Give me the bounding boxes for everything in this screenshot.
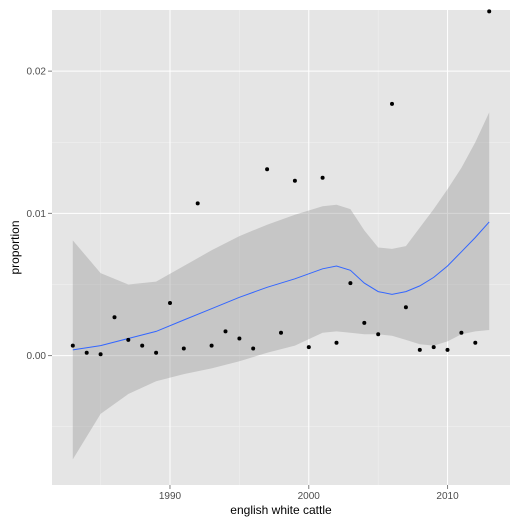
x-axis-title: english white cattle	[230, 503, 332, 517]
data-point	[98, 352, 103, 357]
data-point	[168, 301, 172, 305]
data-point	[70, 343, 75, 348]
data-point	[181, 346, 186, 351]
confidence-band	[72, 112, 490, 460]
y-tick-label: 0.02	[27, 67, 47, 78]
data-point	[126, 337, 131, 342]
grid-major	[52, 10, 510, 485]
data-point	[265, 167, 270, 172]
y-axis-title: proportion	[8, 220, 22, 274]
data-point	[390, 101, 394, 106]
x-axis-ticks: 1990 2000 2010	[159, 485, 459, 502]
data-points	[70, 9, 492, 357]
data-point	[320, 175, 325, 180]
data-point	[473, 340, 478, 345]
y-axis-ticks: 0.00 0.01 0.02	[27, 67, 52, 362]
data-point	[376, 332, 381, 337]
data-point	[431, 345, 436, 350]
data-point	[348, 281, 353, 286]
data-point	[362, 320, 367, 325]
data-point	[237, 336, 242, 341]
data-point	[487, 9, 492, 14]
smooth-line	[72, 221, 490, 351]
data-point	[112, 315, 117, 320]
data-point	[140, 343, 145, 348]
y-tick-label: 0.00	[27, 351, 47, 362]
data-point	[306, 345, 311, 350]
data-point	[223, 329, 228, 334]
data-point	[251, 346, 256, 351]
x-tick-label: 2010	[436, 491, 459, 502]
data-point	[417, 347, 422, 352]
grid-minor	[52, 10, 510, 485]
data-point	[84, 350, 89, 355]
data-point	[209, 343, 214, 348]
x-tick-label: 2000	[298, 491, 321, 502]
data-point	[403, 305, 408, 310]
panel-background	[52, 10, 510, 485]
data-point	[154, 350, 159, 355]
data-point	[445, 347, 450, 352]
data-point	[334, 340, 339, 345]
x-tick-label: 1990	[159, 491, 182, 502]
data-point	[292, 178, 297, 183]
data-point	[459, 330, 464, 335]
y-tick-label: 0.01	[27, 209, 47, 220]
data-point	[279, 330, 283, 335]
data-point	[195, 201, 200, 206]
